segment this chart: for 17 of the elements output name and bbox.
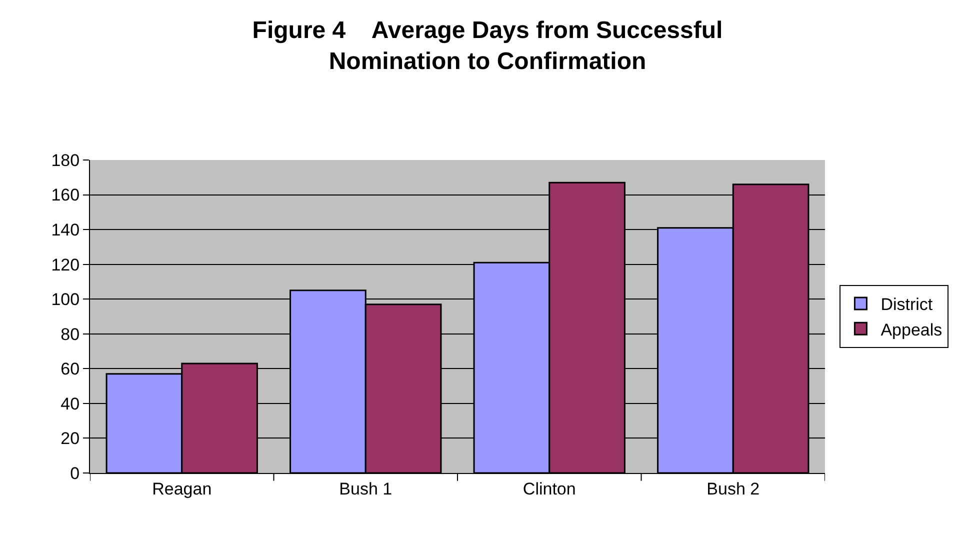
y-tick-label: 40 xyxy=(60,394,80,414)
x-tick-label: Bush 1 xyxy=(339,479,392,498)
legend-label: Appeals xyxy=(880,320,942,340)
y-tick-label: 180 xyxy=(51,150,80,170)
y-tick-label: 120 xyxy=(51,255,80,274)
x-tick-label: Bush 2 xyxy=(706,479,760,498)
y-tick-label: 20 xyxy=(60,429,80,448)
y-tick-label: 160 xyxy=(51,186,80,205)
y-tick-label: 140 xyxy=(51,220,80,240)
y-tick-label: 80 xyxy=(60,324,80,344)
y-tick-label: 100 xyxy=(51,290,80,310)
y-tick-label: 0 xyxy=(70,464,80,483)
x-tick-label: Reagan xyxy=(152,479,212,498)
chart-title: Figure 4 Average Days from Successful Nomination to Confirmation xyxy=(252,17,723,76)
legend-label: District xyxy=(880,295,933,314)
x-tick-label: Clinton xyxy=(522,479,576,498)
y-tick-label: 60 xyxy=(60,360,80,379)
